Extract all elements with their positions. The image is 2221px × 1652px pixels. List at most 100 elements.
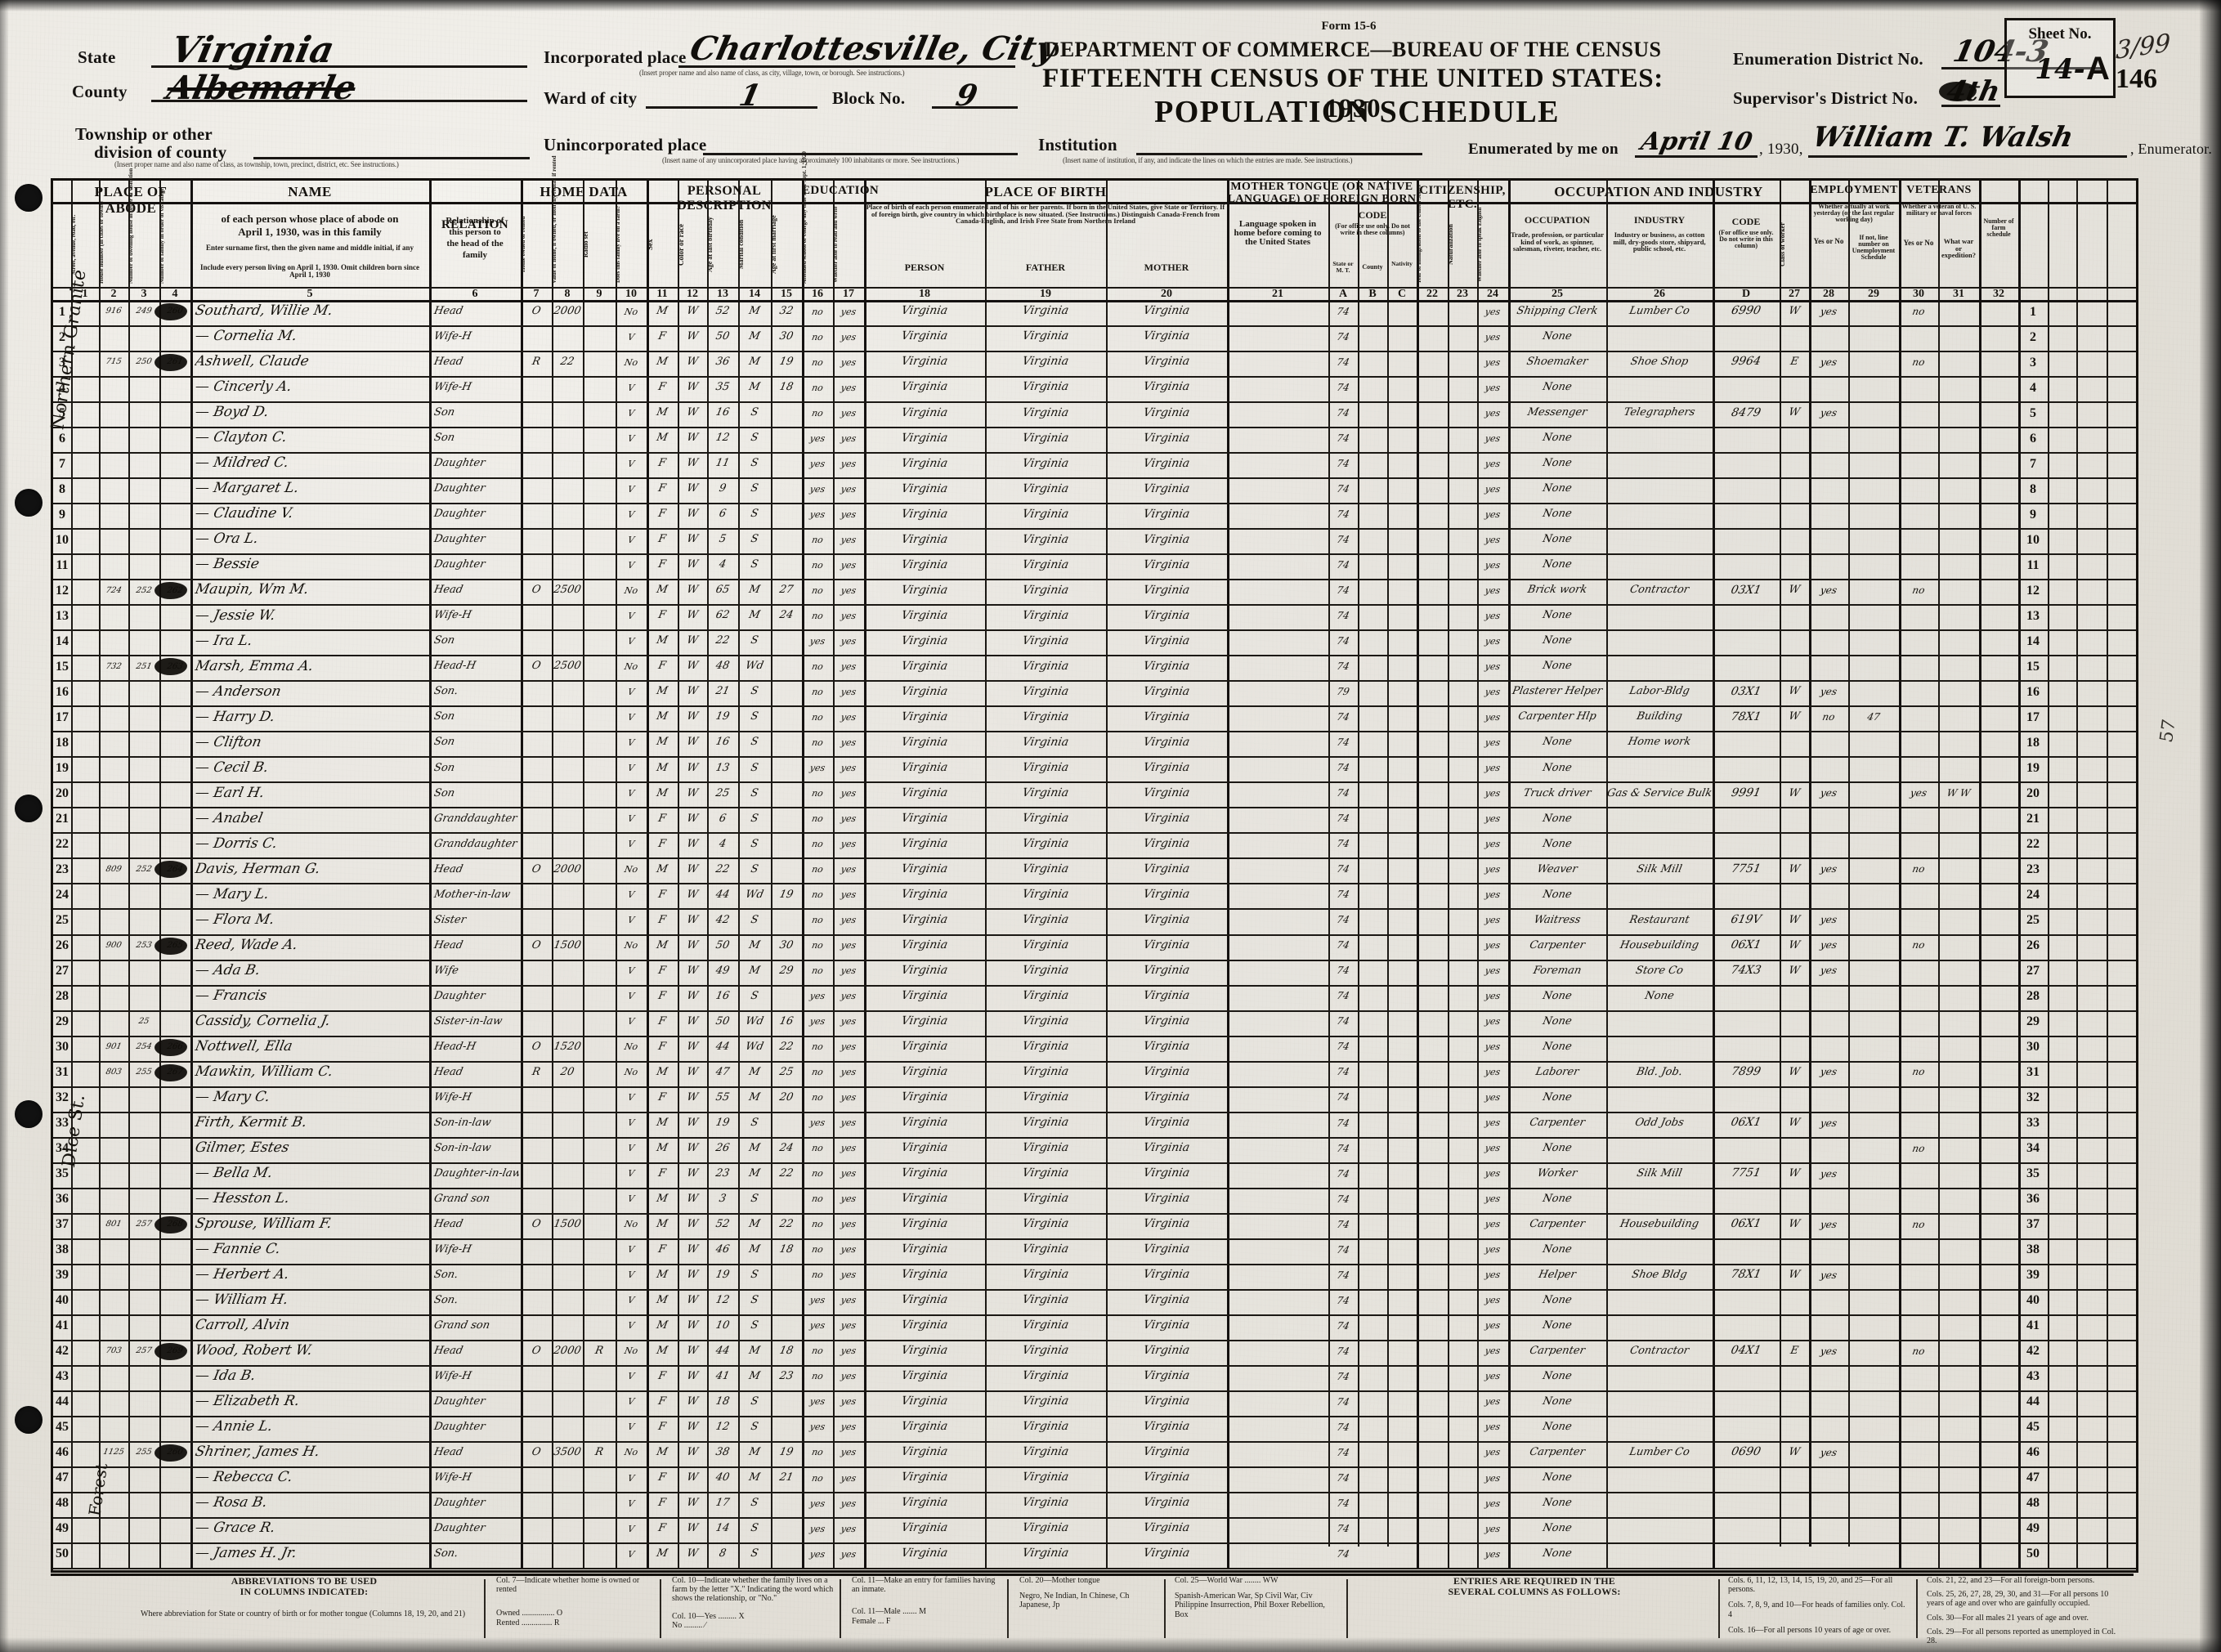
cell-own: O xyxy=(531,584,542,597)
cell-rel: Son xyxy=(432,406,456,419)
cell-school: no xyxy=(810,356,825,368)
grid-vline xyxy=(1417,181,1419,1568)
cell-bm: Virginia xyxy=(1142,735,1191,749)
cell-sex: M xyxy=(655,938,669,951)
cell-cA: 74 xyxy=(1335,356,1351,368)
column-number: 28 xyxy=(1823,288,1834,300)
column-number: A xyxy=(1338,288,1348,300)
cell-sex: M xyxy=(655,710,669,723)
cell-val: 2000 xyxy=(552,862,583,875)
cell-bp: Virginia xyxy=(900,1242,949,1256)
cell-school: no xyxy=(810,306,825,317)
cell-name: — Clayton C. xyxy=(194,429,289,446)
row-number: 26 xyxy=(2026,938,2040,952)
cell-bf: Virginia xyxy=(1021,1445,1070,1459)
cell-sex: F xyxy=(657,888,667,901)
grid-vline xyxy=(1227,181,1229,1568)
cell-farm: V xyxy=(626,508,636,520)
cell-cA: 74 xyxy=(1335,584,1351,597)
cell-rw: yes xyxy=(840,1092,858,1104)
cell-age: 40 xyxy=(714,1471,731,1484)
cell-rel: Daughter xyxy=(432,1497,486,1510)
cell-name: Cassidy, Cornelia J. xyxy=(194,1012,332,1029)
colhead-birth-father: FATHER xyxy=(1025,262,1066,273)
cell-farm: No xyxy=(623,306,639,317)
cell-rw: yes xyxy=(840,1016,858,1027)
cell-ind: Contractor xyxy=(1628,584,1690,597)
cell-sex: M xyxy=(655,786,669,799)
cell-mar: S xyxy=(750,508,759,521)
cell-occ: None xyxy=(1541,888,1574,901)
row-number: 15 xyxy=(56,659,69,674)
cell-vet: yes xyxy=(1909,787,1928,799)
cell-school: yes xyxy=(808,1421,826,1433)
colhead-name-l2: April 1, 1930, was in this family xyxy=(238,226,382,238)
cell-vet: no xyxy=(1911,863,1926,875)
row-number: 17 xyxy=(56,710,69,724)
cell-bp: Virginia xyxy=(900,887,949,901)
group-place-of-birth: PLACE OF BIRTH xyxy=(984,184,1107,199)
cell-sex: M xyxy=(655,584,669,597)
cols-all-block: Cols. 6, 11, 12, 13, 14, 15, 19, 20, and… xyxy=(1728,1576,1908,1635)
punch-hole-4 xyxy=(15,1100,43,1128)
cell-farm: V xyxy=(626,686,636,697)
grid-row-separator xyxy=(53,781,2136,784)
scan-edge-left xyxy=(0,0,8,1652)
cell-bm: Virginia xyxy=(1142,1369,1191,1383)
cell-mar: M xyxy=(747,1090,762,1104)
cell-bm: Virginia xyxy=(1142,862,1191,875)
colhead-family: Number of family in order of visitation xyxy=(159,188,165,284)
cell-bm: Virginia xyxy=(1142,887,1191,901)
cell-bm: Virginia xyxy=(1142,1217,1191,1231)
cell-bm: Virginia xyxy=(1142,405,1191,419)
cell-mar: M xyxy=(747,1065,762,1078)
punch-hole-5 xyxy=(15,1406,43,1434)
cell-bp: Virginia xyxy=(900,1192,949,1206)
cell-agem: 29 xyxy=(778,964,795,977)
form-number: Form 15-6 xyxy=(1321,20,1377,33)
cell-rel: Wife-H xyxy=(432,330,472,343)
cell-rel: Wife-H xyxy=(432,1242,472,1256)
cell-bm: Virginia xyxy=(1142,1166,1191,1180)
cell-rw: yes xyxy=(840,1371,858,1382)
cell-house: 916 xyxy=(105,307,123,316)
colhead-attended-school: Attended school or college any time sinc… xyxy=(801,151,808,284)
cell-work: yes xyxy=(1819,1167,1838,1180)
cell-cA: 74 xyxy=(1335,457,1351,469)
cell-rel: Head xyxy=(432,862,464,875)
cell-sex: F xyxy=(657,964,667,977)
cell-farm: V xyxy=(626,1016,636,1027)
cell-rel: Wife-H xyxy=(432,1369,472,1382)
cell-own: O xyxy=(531,862,542,875)
footer-divider-7 xyxy=(1718,1579,1720,1638)
cell-race: W xyxy=(685,457,700,470)
cell-farm: No xyxy=(623,1067,639,1078)
cell-house: 803 xyxy=(105,1067,123,1077)
cell-mar: S xyxy=(750,786,759,799)
cell-occ: None xyxy=(1541,1293,1574,1306)
cell-name: Firth, Kermit B. xyxy=(194,1113,309,1130)
cell-sex: F xyxy=(657,1014,667,1027)
cell-eng: yes xyxy=(1484,736,1502,748)
grid-row-separator xyxy=(53,351,2136,353)
cell-bp: Virginia xyxy=(900,811,949,825)
cell-school: no xyxy=(810,1371,825,1382)
cell-farm: V xyxy=(626,407,636,419)
cell-code: 06X1 xyxy=(1730,1116,1762,1130)
cell-bf: Virginia xyxy=(1021,684,1070,698)
cell-ind: Odd Jobs xyxy=(1633,1116,1686,1129)
cols-foreign: Cols. 21, 22, and 23—For all foreign-bor… xyxy=(1927,1576,2095,1585)
cell-bf: Virginia xyxy=(1021,1192,1070,1206)
cell-eng: yes xyxy=(1484,1117,1502,1129)
cell-school: no xyxy=(810,331,825,342)
cell-rw: yes xyxy=(840,382,858,393)
cell-mar: S xyxy=(750,406,759,419)
row-number: 7 xyxy=(59,456,65,471)
cell-code: 03X1 xyxy=(1730,583,1762,597)
cell-rel: Sister-in-law xyxy=(432,1014,504,1027)
cell-farm: No xyxy=(623,1219,639,1230)
row-number: 39 xyxy=(56,1268,69,1283)
grid-vline xyxy=(678,181,679,1568)
cell-race: W xyxy=(685,634,700,647)
